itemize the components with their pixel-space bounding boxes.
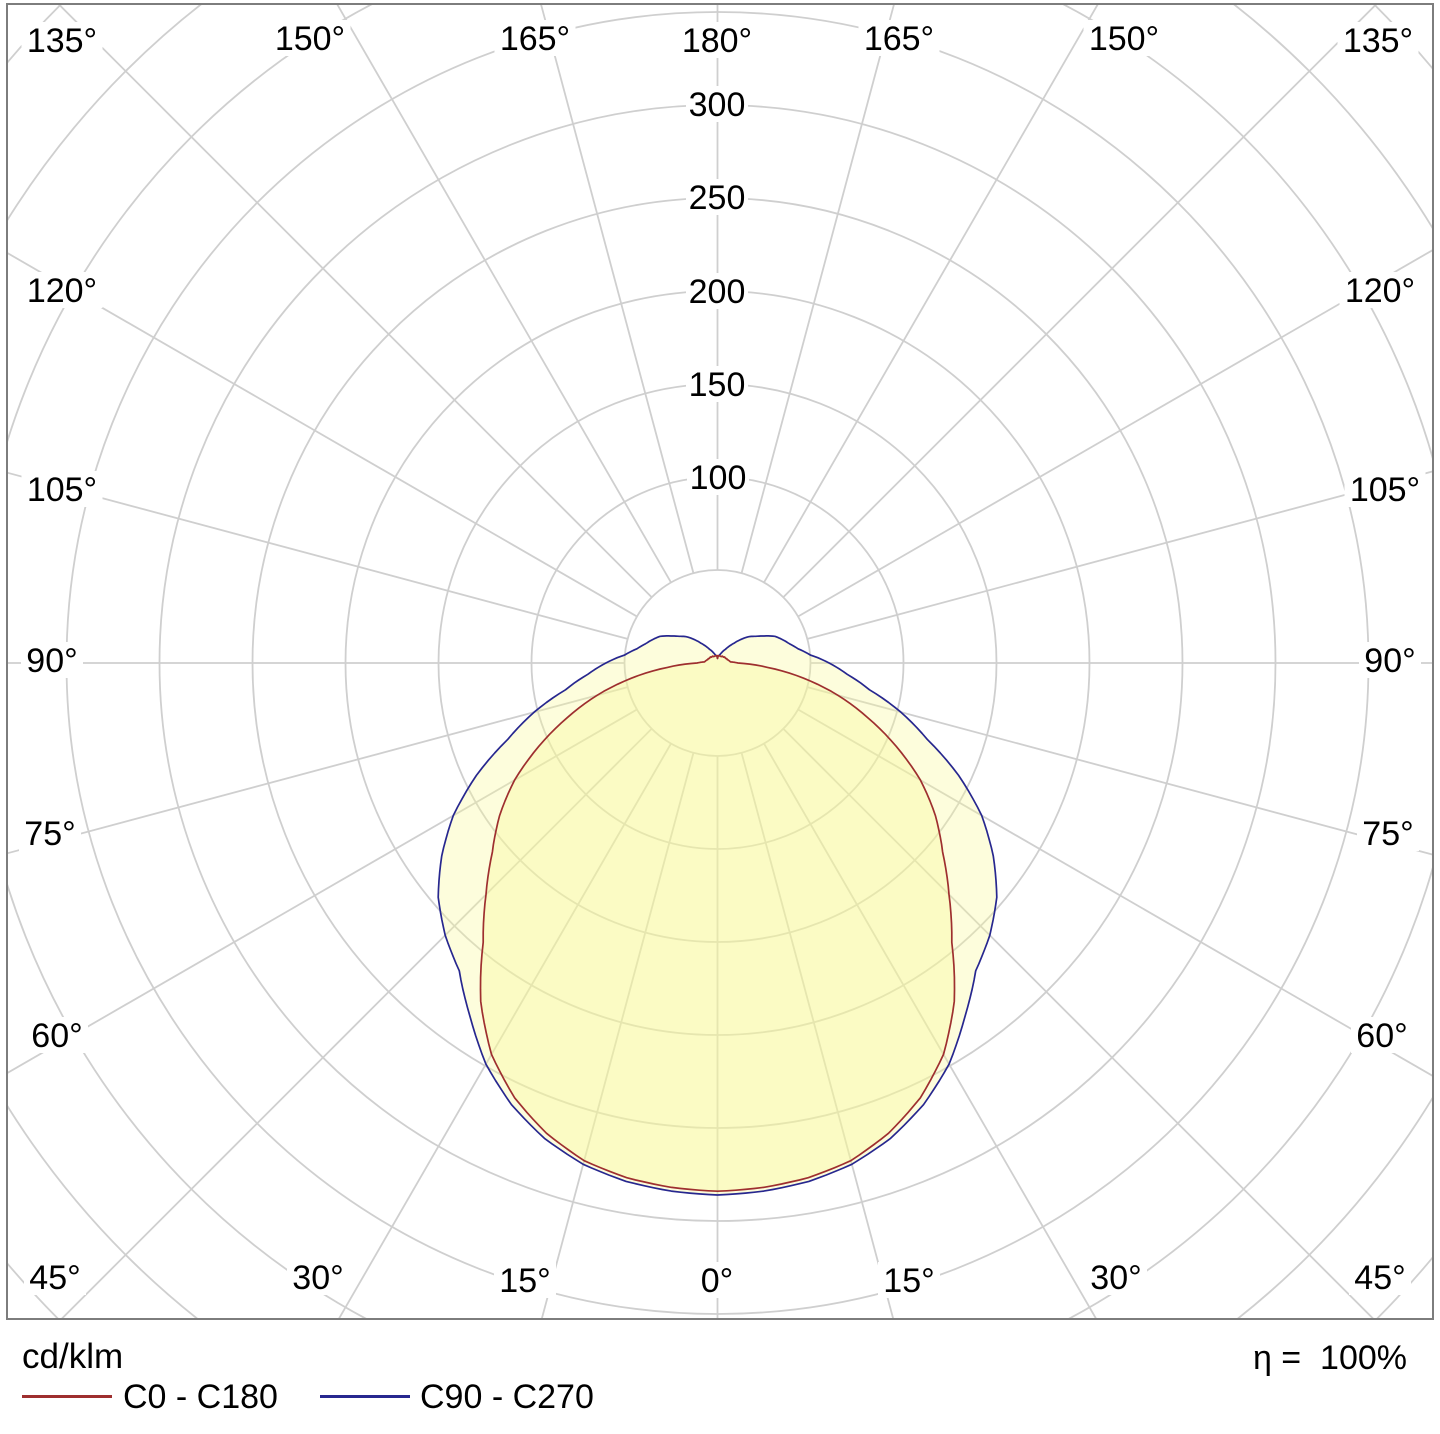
tick-labels: 100 150 200 250 300 135° 150° 165° 180° 165° 150° 1… bbox=[19, 20, 1426, 1300]
angle-tick-label: 135° bbox=[1343, 22, 1413, 60]
grid-spoke bbox=[540, 752, 695, 1319]
radius-tick-label: 250 bbox=[689, 179, 746, 217]
grid-spoke bbox=[7, 251, 638, 618]
angle-tick-label: 30° bbox=[292, 1259, 343, 1297]
intensity-curves bbox=[437, 635, 998, 1196]
grid-spoke bbox=[807, 686, 1433, 856]
grid-spoke bbox=[797, 708, 1433, 1078]
chart-frame bbox=[6, 3, 1434, 1320]
angle-tick-label: 30° bbox=[1090, 1259, 1141, 1297]
angle-tick-label: 105° bbox=[1350, 471, 1420, 509]
angle-tick-label: 150° bbox=[1089, 20, 1159, 58]
radius-tick-label: 300 bbox=[689, 86, 746, 124]
grid-spoke bbox=[740, 752, 895, 1319]
grid-spoke bbox=[763, 743, 1098, 1319]
angle-tick-label: 75° bbox=[24, 815, 75, 853]
angle-tick-label: 120° bbox=[1345, 272, 1415, 310]
grid-spoke bbox=[539, 4, 695, 574]
radius-tick-label: 100 bbox=[690, 459, 747, 497]
legend-line-c0-c180 bbox=[22, 1395, 112, 1398]
angle-tick-label: 105° bbox=[27, 471, 97, 509]
legend-label-c90-c270: C90 - C270 bbox=[420, 1378, 594, 1416]
angle-tick-label: 45° bbox=[29, 1259, 80, 1297]
legend-line-c90-c270 bbox=[320, 1395, 410, 1398]
angle-tick-label: 120° bbox=[27, 272, 97, 310]
angle-tick-label: 165° bbox=[864, 20, 934, 58]
grid-spoke bbox=[797, 248, 1433, 618]
grid-spoke bbox=[782, 728, 1375, 1319]
grid-spoke bbox=[7, 471, 628, 640]
angle-tick-label: 135° bbox=[27, 22, 97, 60]
grid-spoke bbox=[740, 4, 896, 574]
radius-tick-label: 150 bbox=[689, 366, 746, 404]
angle-tick-label: 60° bbox=[1356, 1017, 1407, 1055]
efficiency-label: η = 100% bbox=[1252, 1339, 1407, 1377]
curve-fill-C90-C270 bbox=[438, 635, 997, 1195]
angle-tick-label: 90° bbox=[1364, 642, 1415, 680]
radius-tick-label: 200 bbox=[689, 273, 746, 311]
grid-spoke bbox=[763, 4, 1100, 583]
grid-spoke bbox=[7, 686, 628, 855]
angle-tick-label: 0° bbox=[701, 1262, 734, 1300]
angle-tick-label: 60° bbox=[31, 1017, 82, 1055]
angle-tick-label: 150° bbox=[275, 20, 345, 58]
angle-tick-label: 15° bbox=[883, 1262, 934, 1300]
angle-tick-label: 180° bbox=[682, 22, 752, 60]
legend-label-c0-c180: C0 - C180 bbox=[123, 1378, 278, 1416]
grid-spoke bbox=[7, 708, 638, 1075]
grid-spoke bbox=[807, 470, 1433, 640]
angle-tick-label: 90° bbox=[26, 642, 77, 680]
curve-C0-C180 bbox=[479, 654, 956, 1193]
curve-fill-C0-C180 bbox=[480, 655, 955, 1192]
angle-tick-label: 45° bbox=[1354, 1259, 1405, 1297]
radial-units-label: cd/klm bbox=[22, 1337, 124, 1376]
angle-tick-label: 15° bbox=[499, 1262, 550, 1300]
angle-tick-label: 165° bbox=[500, 20, 570, 58]
curve-C90-C270 bbox=[437, 635, 998, 1196]
grid-spoke bbox=[335, 4, 672, 583]
grid-spoke bbox=[337, 743, 672, 1319]
grid-spoke bbox=[60, 728, 653, 1319]
angle-tick-label: 75° bbox=[1362, 815, 1413, 853]
